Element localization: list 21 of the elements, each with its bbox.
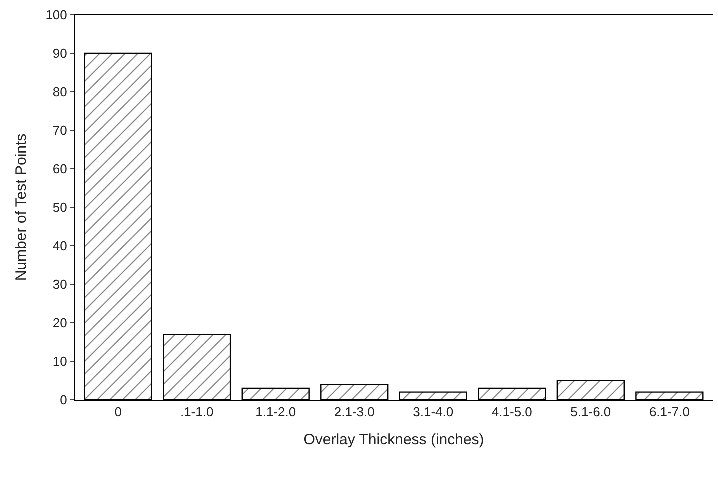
y-tick-label: 90	[52, 46, 68, 62]
y-tick-label: 10	[52, 354, 68, 370]
x-axis-title: Overlay Thickness (inches)	[304, 432, 484, 449]
y-axis-title: Number of Test Points	[12, 134, 30, 282]
y-tick-label: 30	[52, 277, 68, 292]
y-tick-label: 50	[52, 200, 68, 216]
y-tick-label: 70	[52, 123, 68, 138]
x-tick-label: .1-1.0	[180, 404, 214, 420]
y-tick-label: 60	[52, 162, 68, 177]
y-tick-label: 0	[60, 392, 68, 408]
x-tick-label: 3.1-4.0	[413, 404, 454, 420]
x-tick-label: 0	[114, 404, 122, 420]
y-tick-label: 40	[52, 238, 68, 254]
x-tick-label: 6.1-7.0	[649, 404, 690, 420]
x-tick-label: 5.1-6.0	[570, 404, 612, 420]
y-tick-label: 80	[52, 84, 68, 100]
x-tick-label: 2.1-3.0	[334, 404, 375, 420]
x-tick-label: 4.1-5.0	[492, 404, 532, 420]
y-tick-label: 20	[52, 316, 68, 331]
x-tick-label: 1.1-2.0	[256, 404, 296, 420]
y-tick-label: 100	[46, 8, 68, 23]
